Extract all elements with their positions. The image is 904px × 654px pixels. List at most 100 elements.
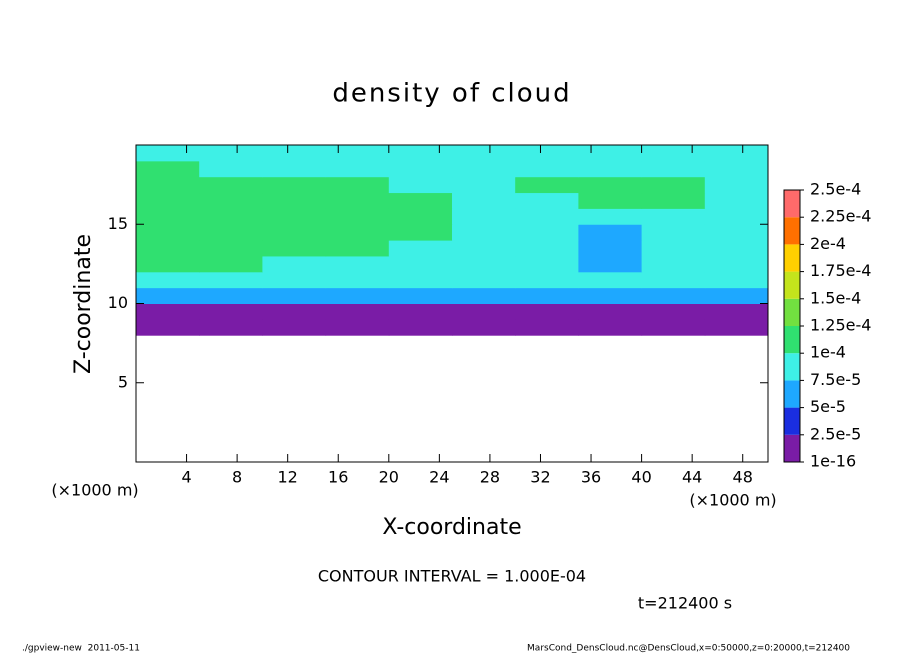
heat-cell [199,224,263,241]
heat-cell [704,192,769,209]
heat-cell [452,240,516,257]
colorbar-swatch [784,407,800,435]
annotation: CONTOUR INTERVAL = 1.000E-04 [318,567,586,586]
heat-cell [136,319,200,336]
x-tick-label: 24 [429,468,449,487]
heat-cell [641,287,706,304]
heat-cell [388,224,453,241]
heat-cell [136,287,200,304]
heat-cell [515,192,579,209]
heat-cell [704,271,769,289]
heat-cell [452,176,516,194]
colorbar-swatch [784,244,800,272]
heat-cell [388,145,453,162]
heat-cell [388,192,453,209]
heat-cell [704,319,769,336]
heat-cell [641,240,706,257]
heat-cell [452,287,516,304]
heat-cell [452,160,516,178]
heat-cell [388,271,453,289]
heat-cell [325,160,390,178]
annotation: t=212400 s [638,594,732,613]
heat-cell [262,160,327,178]
heat-cell [136,240,200,257]
heat-cell [641,255,706,273]
heat-cell [704,303,769,320]
heat-cell [136,303,200,320]
heat-cell [199,145,263,162]
colorbar-label: 2e-4 [810,234,846,253]
heat-cell [388,160,453,178]
heat-cell [199,319,263,336]
heat-cell [199,176,263,194]
heat-cell [262,176,327,194]
heat-cell [262,319,327,336]
heat-cell [262,255,327,273]
heat-cell [325,145,390,162]
heat-cell [452,192,516,209]
heat-cell [578,145,643,162]
heat-cell [199,255,263,273]
x-tick-label: 36 [581,468,601,487]
colorbar-swatch [784,326,800,354]
heat-cell [325,271,390,289]
heat-cell [578,176,643,194]
colorbar-label: 2.5e-4 [810,180,861,199]
colorbar-label: 5e-5 [810,397,846,416]
y-axis-label: Z-coordinate [71,234,96,374]
heat-cell [641,319,706,336]
colorbar-swatch [784,271,800,299]
colorbar-label: 2.5e-5 [810,424,861,443]
heat-cell [325,303,390,320]
heat-cell [515,160,579,178]
heat-cell [452,224,516,241]
heat-cell [704,224,769,241]
colorbar-label: 2.25e-4 [810,207,871,226]
heat-cell [388,287,453,304]
x-tick-label: 28 [480,468,500,487]
heat-cell [325,319,390,336]
heat-cell [136,192,200,209]
heat-cell [262,192,327,209]
heat-cell [515,255,579,273]
heat-cell [136,176,200,194]
heat-cell [452,319,516,336]
heat-cell [388,255,453,273]
heat-cell [262,240,327,257]
x-tick-label: 16 [328,468,348,487]
heat-cell [388,240,453,257]
heat-cell [578,287,643,304]
heat-cell [199,240,263,257]
x-unit: (×1000 m) [689,491,776,510]
heat-cell [578,224,643,241]
heat-cell [136,255,200,273]
heat-cell [199,160,263,178]
heat-cell [578,255,643,273]
colorbar-label: 1.5e-4 [810,288,861,307]
heat-cell [641,160,706,178]
heat-cell [578,271,643,289]
heat-cell [515,271,579,289]
heat-cell [325,192,390,209]
heat-cell [325,255,390,273]
heat-cell [262,208,327,225]
heat-cell [325,176,390,194]
heat-cell [704,255,769,273]
colorbar-swatch [784,298,800,326]
heat-cell [641,145,706,162]
heat-cell [704,160,769,178]
heat-cell [325,208,390,225]
heat-cell [136,208,200,225]
x-tick-label: 48 [733,468,753,487]
heat-cell [704,240,769,257]
heat-cell [515,224,579,241]
heat-cell [578,303,643,320]
heat-cell [641,208,706,225]
heat-cell [578,208,643,225]
heat-cell [452,271,516,289]
heat-cell [641,176,706,194]
heat-cell [388,208,453,225]
heat-cell [325,224,390,241]
heat-cell [325,287,390,304]
colorbar-label: 1e-16 [810,452,856,471]
